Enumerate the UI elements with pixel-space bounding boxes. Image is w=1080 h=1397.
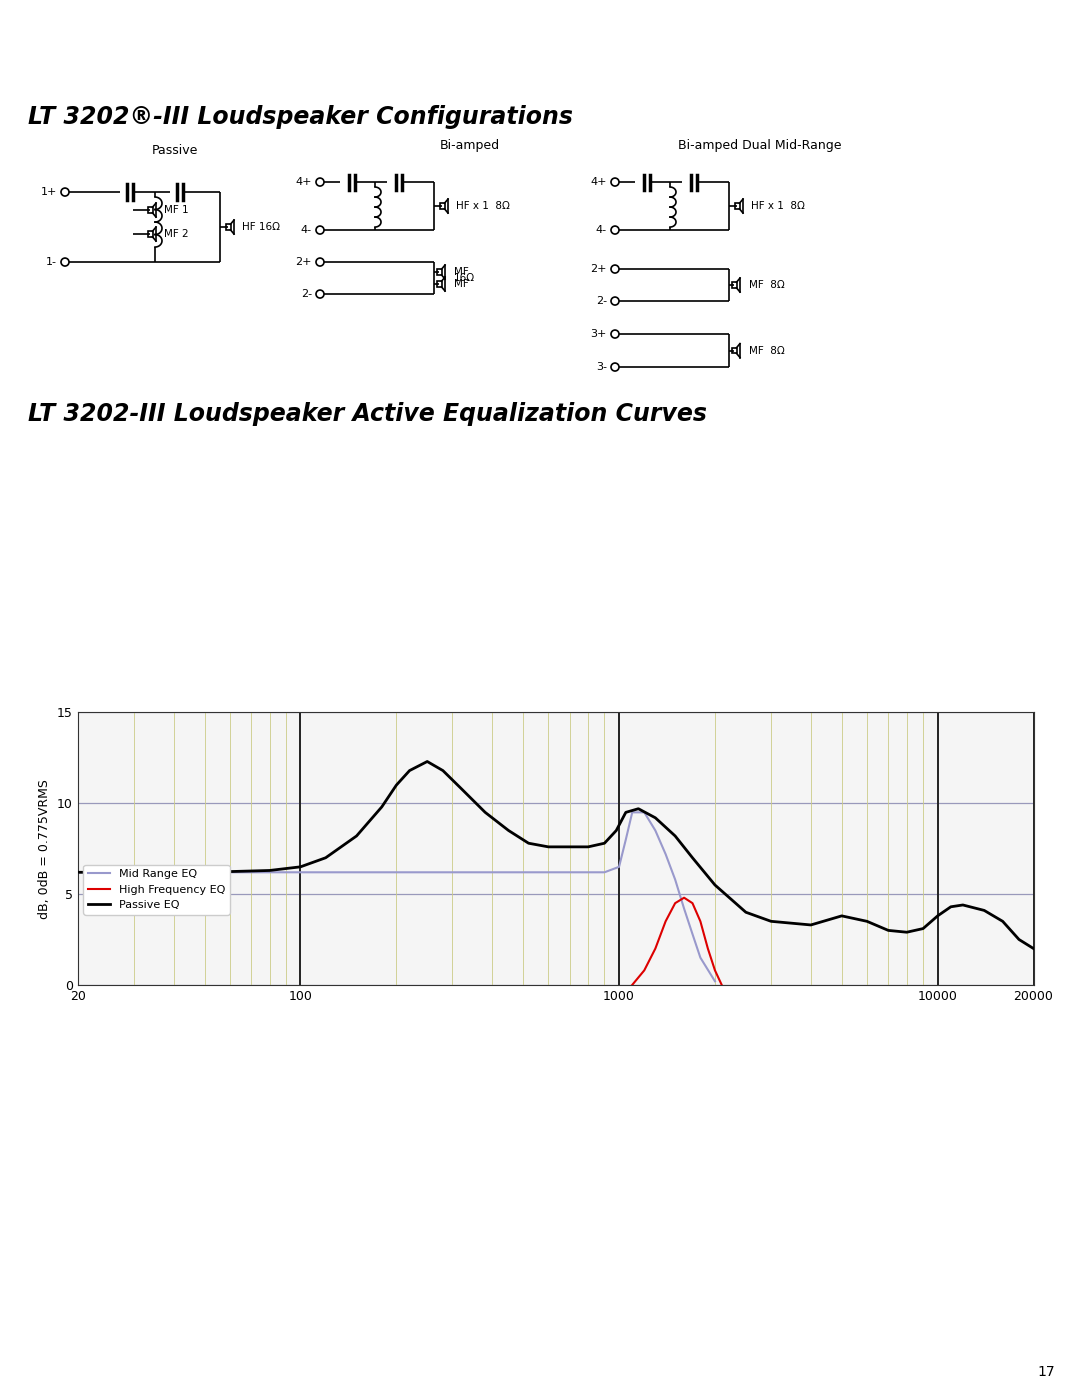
- Text: Passive: Passive: [152, 144, 199, 156]
- Legend: Mid Range EQ, High Frequency EQ, Passive EQ: Mid Range EQ, High Frequency EQ, Passive…: [83, 865, 230, 915]
- Y-axis label: dB, 0dB = 0.775VRMS: dB, 0dB = 0.775VRMS: [39, 778, 52, 919]
- Text: LT 3202-III Loudspeaker Active Equalization Curves: LT 3202-III Loudspeaker Active Equalizat…: [28, 402, 707, 426]
- Text: 2-: 2-: [301, 289, 312, 299]
- Text: 17: 17: [1038, 1365, 1055, 1379]
- Text: 2+: 2+: [591, 264, 607, 274]
- Bar: [731, 348, 737, 353]
- Text: MF 1: MF 1: [164, 205, 189, 215]
- Bar: [226, 225, 230, 231]
- Text: 4-: 4-: [301, 225, 312, 235]
- Text: MF  8Ω: MF 8Ω: [750, 279, 785, 291]
- Text: LT 3202®-III Loudspeaker Configurations: LT 3202®-III Loudspeaker Configurations: [28, 105, 573, 129]
- Text: MF  8Ω: MF 8Ω: [750, 345, 785, 356]
- Text: 1-: 1-: [46, 257, 57, 267]
- Bar: [148, 207, 152, 212]
- Text: HF x 1  8Ω: HF x 1 8Ω: [456, 201, 510, 211]
- Text: 3-: 3-: [596, 362, 607, 372]
- Text: MF 2: MF 2: [164, 229, 189, 239]
- Text: 1+: 1+: [41, 187, 57, 197]
- Bar: [731, 282, 737, 288]
- Text: 4+: 4+: [591, 177, 607, 187]
- Text: 4+: 4+: [296, 177, 312, 187]
- Bar: [440, 203, 445, 208]
- Text: Bi-amped Dual Mid-Range: Bi-amped Dual Mid-Range: [678, 140, 841, 152]
- Bar: [148, 232, 152, 237]
- Text: 3+: 3+: [591, 330, 607, 339]
- Text: HF 16Ω: HF 16Ω: [242, 222, 280, 232]
- Bar: [436, 281, 442, 286]
- Text: MF: MF: [454, 267, 469, 277]
- Text: Acoustical Specifications and Wiring: Acoustical Specifications and Wiring: [619, 28, 1048, 47]
- Bar: [436, 270, 442, 275]
- Text: Bi-amped: Bi-amped: [440, 140, 500, 152]
- Text: 2-: 2-: [596, 296, 607, 306]
- Text: 2+: 2+: [296, 257, 312, 267]
- Bar: [734, 203, 740, 208]
- Text: HF x 1  8Ω: HF x 1 8Ω: [751, 201, 805, 211]
- Text: 16Ω: 16Ω: [454, 272, 475, 284]
- Text: MF: MF: [454, 279, 469, 289]
- Text: 4-: 4-: [596, 225, 607, 235]
